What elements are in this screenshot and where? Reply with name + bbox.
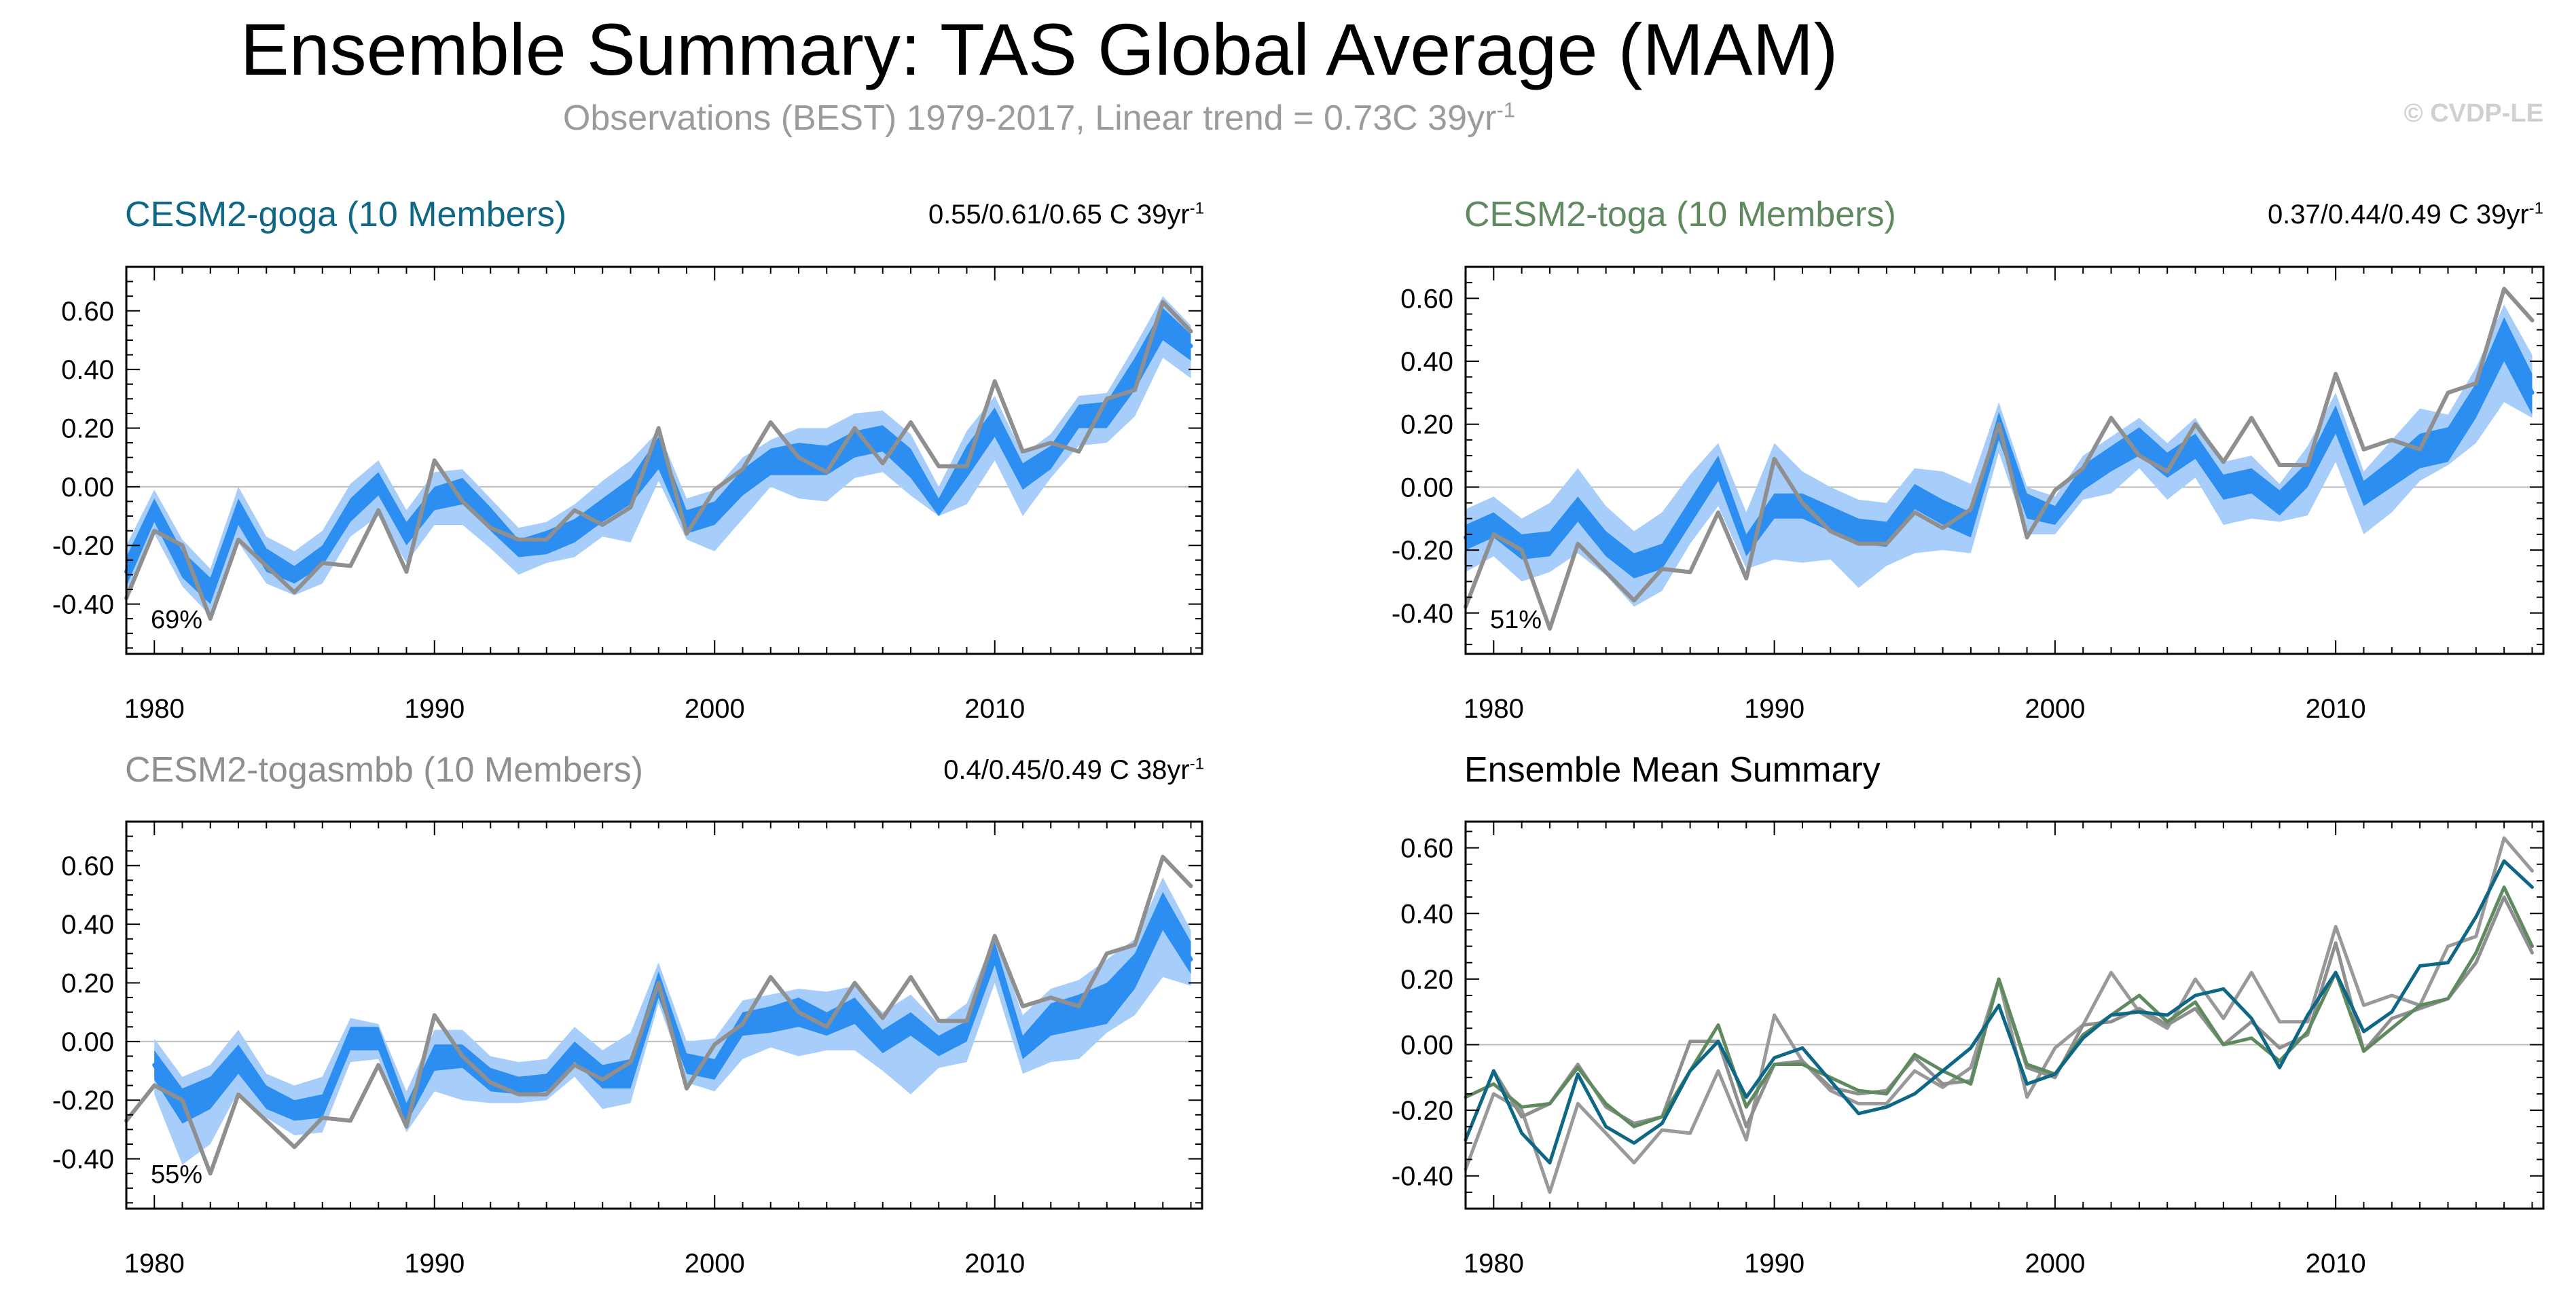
x-tick-label: 2000 <box>685 694 745 724</box>
x-tick-label: 2010 <box>964 1249 1025 1279</box>
y-tick-label: 0.60 <box>61 851 114 881</box>
plot-summary: -0.40 -0.20 0.00 0.20 0.40 0.60 1980 1990 2000 20… <box>1392 820 2545 1279</box>
y-tick-label: 0.20 <box>1400 965 1453 995</box>
percent-annotation: 55% <box>151 1160 202 1189</box>
x-tick-label: 2010 <box>964 694 1025 724</box>
ensemble-range-band <box>1466 304 2533 607</box>
subtitle-text: Observations (BEST) 1979-2017, Linear tr… <box>562 98 1497 138</box>
y-tick-label: -0.40 <box>52 590 114 620</box>
y-tick-label: 0.00 <box>61 1027 114 1057</box>
observations-line <box>124 299 1193 621</box>
y-tick-label: -0.20 <box>1392 536 1453 566</box>
x-tick-label: 2000 <box>2025 694 2085 724</box>
y-tick-label: 0.60 <box>1400 284 1453 314</box>
y-tick-label: -0.40 <box>1392 1162 1453 1192</box>
y-tick-label: 0.20 <box>61 969 114 999</box>
panel-trend-toga: 0.37/0.44/0.49 C 39yr-1 <box>2267 199 2543 230</box>
trend-text: 0.37/0.44/0.49 C 39yr <box>2267 200 2529 230</box>
y-tick-label: 0.20 <box>61 414 114 444</box>
y-tick-label: -0.20 <box>52 1086 114 1116</box>
y-tick-label: 0.40 <box>61 910 114 940</box>
trend-sup: -1 <box>1189 754 1204 773</box>
x-tick-label: 1990 <box>404 1249 465 1279</box>
plot-frame <box>1464 265 2545 655</box>
x-tick-label: 2000 <box>685 1249 745 1279</box>
x-tick-label: 1980 <box>124 1249 185 1279</box>
y-tick-label: 0.60 <box>1400 834 1453 864</box>
plot-toga: -0.40 -0.20 0.00 0.20 0.40 0.60 1980 1990 2000 20… <box>1392 265 2545 724</box>
observations-line <box>124 854 1193 1176</box>
y-tick-label: 0.60 <box>61 297 114 327</box>
y-tick-label: 0.00 <box>61 473 114 502</box>
panel-trend-goga: 0.55/0.61/0.65 C 39yr-1 <box>928 199 1204 230</box>
panel-title-summary: Ensemble Mean Summary <box>1464 750 1881 790</box>
panel-title-goga: CESM2-goga (10 Members) <box>125 195 567 234</box>
panel-title-toga: CESM2-toga (10 Members) <box>1464 195 1896 234</box>
series-line-cesm2-goga <box>1464 859 2534 1165</box>
y-tick-label: 0.40 <box>61 355 114 385</box>
y-tick-label: 0.00 <box>1400 1030 1453 1060</box>
trend-sup: -1 <box>1189 199 1204 218</box>
ensemble-mean-line <box>124 320 1193 595</box>
x-tick-label: 1980 <box>124 694 185 724</box>
y-tick-label: 0.40 <box>1400 347 1453 377</box>
page-title: Ensemble Summary: TAS Global Average (MA… <box>240 8 1838 90</box>
x-tick-label: 1980 <box>1464 694 1524 724</box>
page-subtitle: Observations (BEST) 1979-2017, Linear tr… <box>0 98 2078 138</box>
percent-annotation: 69% <box>151 606 202 634</box>
y-tick-label: -0.20 <box>52 531 114 561</box>
plot-togasmbb: -0.40 -0.20 0.00 0.20 0.40 0.60 1980 1990 2000 20… <box>52 820 1203 1279</box>
y-tick-label: 0.00 <box>1400 473 1453 502</box>
series-line-cesm2-toga <box>1464 885 2534 1129</box>
panel-title-togasmbb: CESM2-togasmbb (10 Members) <box>125 750 643 790</box>
trend-text: 0.55/0.61/0.65 C 39yr <box>928 200 1190 230</box>
plot-frame <box>1464 820 2545 1210</box>
x-tick-label: 2010 <box>2306 1249 2366 1279</box>
y-tick-label: 0.20 <box>1400 410 1453 440</box>
y-tick-label: 0.40 <box>1400 899 1453 929</box>
percent-annotation: 51% <box>1490 606 1542 634</box>
trend-sup: -1 <box>2528 199 2543 218</box>
x-tick-label: 2000 <box>2025 1249 2085 1279</box>
y-tick-label: -0.40 <box>52 1145 114 1175</box>
ensemble-mean-line <box>152 907 1193 1117</box>
x-tick-label: 2010 <box>2306 694 2366 724</box>
y-tick-label: -0.40 <box>1392 599 1453 629</box>
subtitle-superscript: -1 <box>1496 98 1516 122</box>
y-tick-label: -0.20 <box>1392 1096 1453 1126</box>
series-line-cesm2-togasmbb <box>1491 895 2534 1129</box>
plot-frame <box>125 265 1203 655</box>
x-tick-label: 1990 <box>1744 694 1804 724</box>
x-tick-label: 1990 <box>404 694 465 724</box>
plot-frame <box>125 820 1203 1210</box>
credit-label: © CVDP-LE <box>2403 99 2543 128</box>
observations-line <box>1464 287 2535 631</box>
x-tick-label: 1990 <box>1744 1249 1804 1279</box>
trend-text: 0.4/0.45/0.49 C 38yr <box>943 755 1190 785</box>
x-tick-label: 1980 <box>1464 1249 1524 1279</box>
plot-goga: -0.40 -0.20 0.00 0.20 0.40 0.60 1980 1990 2000 20… <box>52 265 1203 724</box>
panel-trend-togasmbb: 0.4/0.45/0.49 C 38yr-1 <box>943 756 1204 784</box>
